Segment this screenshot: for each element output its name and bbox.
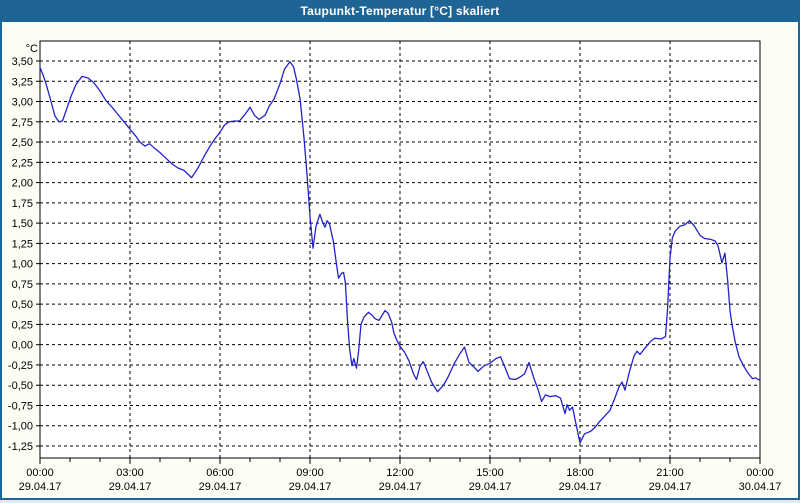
x-tick-time: 18:00 xyxy=(566,467,594,479)
y-tick-label: 2,75 xyxy=(12,117,33,129)
x-tick-time: 12:00 xyxy=(386,467,414,479)
x-tick-time: 03:00 xyxy=(116,467,144,479)
y-tick-label: 0,75 xyxy=(12,279,33,291)
chart-title: Taupunkt-Temperatur [°C] skaliert xyxy=(300,4,500,18)
y-tick-label: 3,00 xyxy=(12,97,33,109)
y-tick-label: 2,00 xyxy=(12,178,33,190)
y-tick-label: -0,25 xyxy=(8,360,33,372)
y-tick-label: -0,75 xyxy=(8,400,33,412)
y-tick-label: 1,25 xyxy=(12,238,33,250)
y-tick-label: -0,50 xyxy=(8,380,33,392)
x-tick-date: 29.04.17 xyxy=(649,481,692,493)
x-tick-time: 09:00 xyxy=(296,467,324,479)
x-tick-date: 29.04.17 xyxy=(469,481,512,493)
x-tick-time: 00:00 xyxy=(26,467,54,479)
y-tick-label: -1,00 xyxy=(8,421,33,433)
x-tick-time: 15:00 xyxy=(476,467,504,479)
x-tick-date: 29.04.17 xyxy=(19,481,62,493)
y-tick-label: -1,25 xyxy=(8,441,33,453)
y-tick-label: 0,50 xyxy=(12,299,33,311)
y-tick-label: 0,25 xyxy=(12,319,33,331)
y-tick-label: 2,50 xyxy=(12,137,33,149)
data-line xyxy=(39,61,761,444)
x-tick-date: 29.04.17 xyxy=(199,481,242,493)
y-axis-unit-label: °C xyxy=(26,43,38,55)
plot-background xyxy=(39,40,761,459)
plot-svg: °C3,50 3,25 3,00 2,75 2,50 2,25 2,00 1,75 1,50 1,… xyxy=(8,40,782,493)
x-tick-date: 29.04.17 xyxy=(289,481,332,493)
x-tick-time: 21:00 xyxy=(656,467,684,479)
x-tick-date: 30.04.17 xyxy=(739,481,782,493)
y-tick-label: 1,00 xyxy=(12,259,33,271)
x-tick-date: 29.04.17 xyxy=(109,481,152,493)
y-tick-label: 2,25 xyxy=(12,157,33,169)
chart-area: °C 3,50 3,25 3,00 2,75 2,50 2,25 2,00 1,75 1,50 1,… xyxy=(2,22,798,498)
x-tick-date: 29.04.17 xyxy=(559,481,602,493)
y-tick-label: 1,75 xyxy=(12,198,33,210)
x-tick-time: 06:00 xyxy=(206,467,234,479)
x-tick-date: 29.04.17 xyxy=(379,481,422,493)
y-tick-label: 1,50 xyxy=(12,218,33,230)
x-tick-time: 00:00 xyxy=(746,467,774,479)
y-tick-label: 3,50 xyxy=(12,56,33,68)
y-tick-label: 0,00 xyxy=(12,340,33,352)
chart-title-bar: Taupunkt-Temperatur [°C] skaliert xyxy=(2,0,798,22)
y-tick-label: 3,25 xyxy=(12,76,33,88)
